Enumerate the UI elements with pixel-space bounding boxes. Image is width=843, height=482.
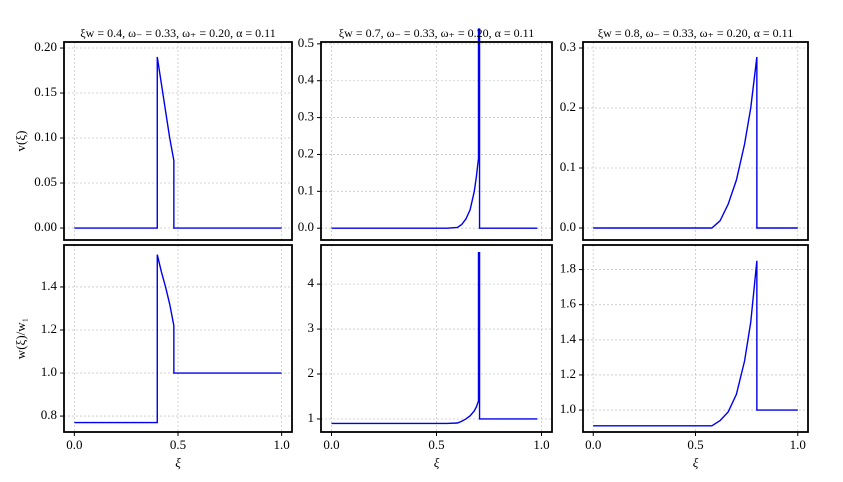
- x-tick-label: 1.0: [790, 437, 806, 452]
- data-line: [331, 28, 538, 229]
- y-tick-label: 1.2: [41, 321, 57, 336]
- x-tick-label: 1.0: [274, 437, 290, 452]
- data-line: [593, 260, 798, 427]
- y-tick-label: 3: [308, 320, 315, 335]
- axes-frame: [320, 41, 553, 241]
- y-tick-label: 0.10: [34, 129, 57, 144]
- subplot-title: ξw = 0.7, ω₋ = 0.33, ω₊ = 0.20, α = 0.11: [339, 26, 534, 40]
- y-tick-label: 0.1: [298, 182, 314, 197]
- y-tick-label: 0.2: [560, 99, 576, 114]
- y-tick-label: 1: [308, 410, 315, 425]
- y-tick-label: 1.6: [560, 296, 577, 311]
- y-tick-label: 1.8: [560, 261, 576, 276]
- y-tick-label: 0.15: [34, 84, 57, 99]
- subplot-title: ξw = 0.4, ω₋ = 0.33, ω₊ = 0.20, α = 0.11: [80, 26, 275, 40]
- x-tick-label: 0.5: [687, 437, 703, 452]
- y-tick-label: 0.05: [34, 174, 57, 189]
- y-tick-label: 1.0: [41, 364, 57, 379]
- y-tick-label: 0.00: [34, 219, 57, 234]
- x-axis-label: ξ: [175, 455, 181, 470]
- y-tick-label: 2: [308, 365, 315, 380]
- x-tick-label: 1.0: [533, 437, 549, 452]
- y-tick-label: 1.4: [41, 278, 58, 293]
- y-tick-label: 0.4: [298, 72, 315, 87]
- data-line: [331, 251, 538, 425]
- axes-frame: [63, 244, 293, 433]
- y-tick-label: 0.1: [560, 159, 576, 174]
- x-tick-label: 0.0: [66, 437, 82, 452]
- y-tick-label: 0.3: [560, 39, 576, 54]
- data-line: [74, 254, 282, 424]
- x-tick-label: 0.5: [170, 437, 186, 452]
- axes-frame: [63, 41, 293, 241]
- axes-frame: [582, 244, 809, 433]
- data-line: [74, 56, 282, 229]
- y-tick-label: 0.0: [298, 219, 314, 234]
- x-tick-label: 0.5: [428, 437, 444, 452]
- y-tick-label: 1.2: [560, 366, 576, 381]
- x-tick-label: 0.0: [323, 437, 339, 452]
- y-tick-label: 0.3: [298, 109, 314, 124]
- axes-frame: [582, 41, 809, 241]
- data-line: [593, 56, 798, 229]
- y-tick-label: 0.20: [34, 39, 57, 54]
- x-axis-label: ξ: [693, 455, 699, 470]
- subplot-title: ξw = 0.8, ω₋ = 0.33, ω₊ = 0.20, α = 0.11: [598, 26, 793, 40]
- axes-frame: [320, 244, 553, 433]
- y-tick-label: 0.0: [560, 219, 576, 234]
- y-tick-label: 0.5: [298, 35, 314, 50]
- y-tick-label: 0.2: [298, 145, 314, 160]
- y-axis-label: w(ξ)/w₁: [13, 318, 28, 359]
- x-axis-label: ξ: [434, 455, 440, 470]
- y-tick-label: 4: [308, 275, 315, 290]
- y-tick-label: 0.8: [41, 407, 57, 422]
- x-tick-label: 0.0: [585, 437, 601, 452]
- y-axis-label: v(ξ): [13, 131, 28, 152]
- y-tick-label: 1.4: [560, 331, 577, 346]
- y-tick-label: 1.0: [560, 401, 576, 416]
